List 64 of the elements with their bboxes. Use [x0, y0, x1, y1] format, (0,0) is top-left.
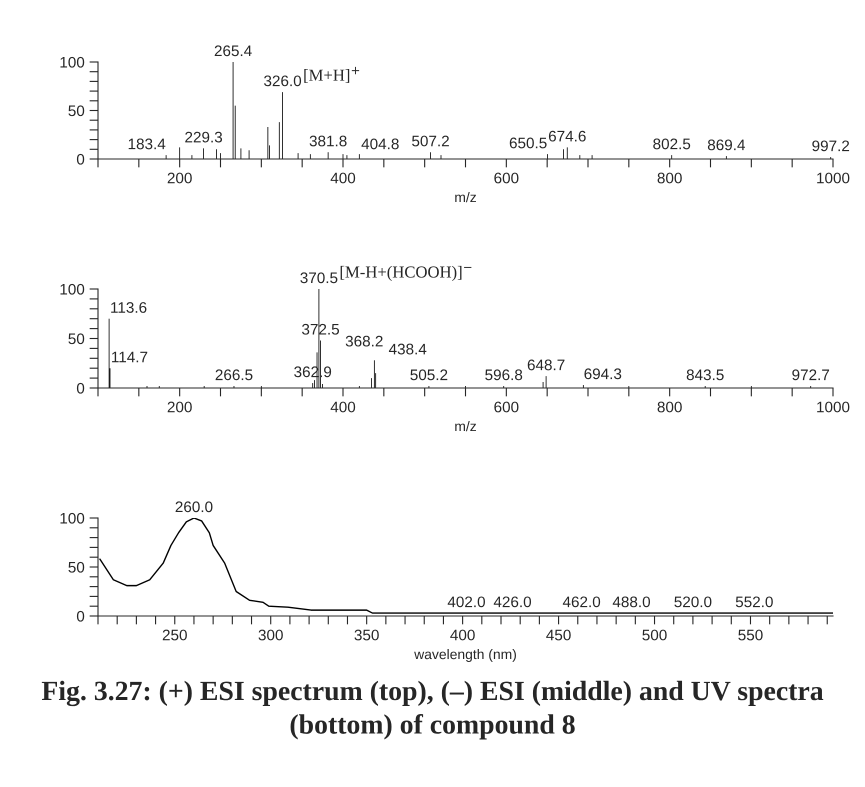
caption: Fig. 3.27: (+) ESI spectrum (top), (–) ESI (middle) and UV spectra (bottom) of compound 8	[42, 680, 824, 740]
x-tick-label: 400	[450, 630, 475, 640]
y-tick-label: 0	[76, 382, 84, 394]
x-tick-label: 1000	[817, 172, 850, 184]
x-axis-title: m/z	[455, 420, 476, 432]
annotation: 650.5	[510, 138, 547, 148]
y-tick-label: 50	[68, 105, 84, 116]
x-tick-label: 200	[168, 402, 192, 412]
x-tick-label: 600	[494, 402, 518, 412]
annotation: 648.7	[528, 360, 564, 370]
y-tick-label: 100	[60, 284, 84, 295]
x-axis-title: m/z	[455, 192, 476, 202]
y-tick-label: 50	[68, 333, 84, 344]
text: [M-H+(HCOOH)]$^{−}$	[340, 266, 472, 282]
annotation: 426.0	[494, 596, 532, 608]
annotation: 843.5	[686, 369, 724, 380]
annotation: 381.8	[310, 136, 347, 146]
x-tick-label: 1000	[817, 402, 850, 412]
annotation: 266.5	[216, 369, 252, 380]
annotation: 114.7	[112, 352, 148, 362]
y-tick-label: 0	[76, 610, 84, 622]
annotation: 404.8	[361, 138, 399, 150]
annotation: 488.0	[612, 596, 650, 608]
annotation: 370.5	[300, 272, 338, 284]
x-tick-label: 550	[738, 630, 763, 640]
annotation: 183.4	[128, 138, 166, 150]
annotation: 326.0	[264, 75, 302, 86]
x-tick-label: 300	[258, 630, 283, 640]
annotation: 229.3	[185, 132, 222, 143]
x-axis-title: wavelength (nm)	[414, 648, 516, 662]
x-tick-label: 200	[168, 172, 192, 184]
annotation: 462.0	[562, 596, 600, 608]
y-tick-label: 100	[60, 56, 84, 68]
annotation: [M+H]$^{+}$	[304, 66, 360, 83]
y-tick-label: 100	[60, 512, 84, 524]
annotation: 674.6	[548, 130, 586, 142]
annotation: 802.5	[653, 138, 690, 150]
x-tick-label: 350	[354, 630, 379, 640]
x-tick-label: 800	[658, 172, 682, 184]
annotation: 520.0	[674, 596, 712, 608]
x-tick-label: 600	[494, 172, 518, 184]
annotation: 997.2	[812, 140, 850, 152]
annotation: 507.2	[412, 136, 449, 146]
annotation: 596.8	[485, 369, 522, 380]
x-tick-label: 250	[162, 630, 187, 640]
y-tick-label: 50	[68, 562, 84, 573]
x-tick-label: 400	[330, 402, 356, 412]
annotation: 552.0	[736, 596, 773, 608]
x-tick-label: 400	[330, 172, 356, 184]
annotation: 438.4	[388, 344, 426, 354]
x-tick-label: 500	[642, 630, 667, 640]
y-tick-label: 0	[76, 154, 84, 165]
annotation: 113.6	[111, 302, 146, 313]
annotation: 972.7	[792, 369, 830, 380]
annotation: 368.2	[346, 336, 383, 347]
annotation: 869.4	[708, 139, 746, 150]
annotation: 260.0	[176, 501, 212, 512]
annotation: 694.3	[584, 368, 622, 380]
annotation: 402.0	[448, 596, 485, 608]
line-series	[99, 518, 833, 614]
annotation: 265.4	[214, 45, 252, 56]
annotation: 505.2	[410, 369, 448, 380]
x-tick-label: 450	[546, 630, 571, 640]
x-tick-label: 800	[658, 402, 682, 412]
